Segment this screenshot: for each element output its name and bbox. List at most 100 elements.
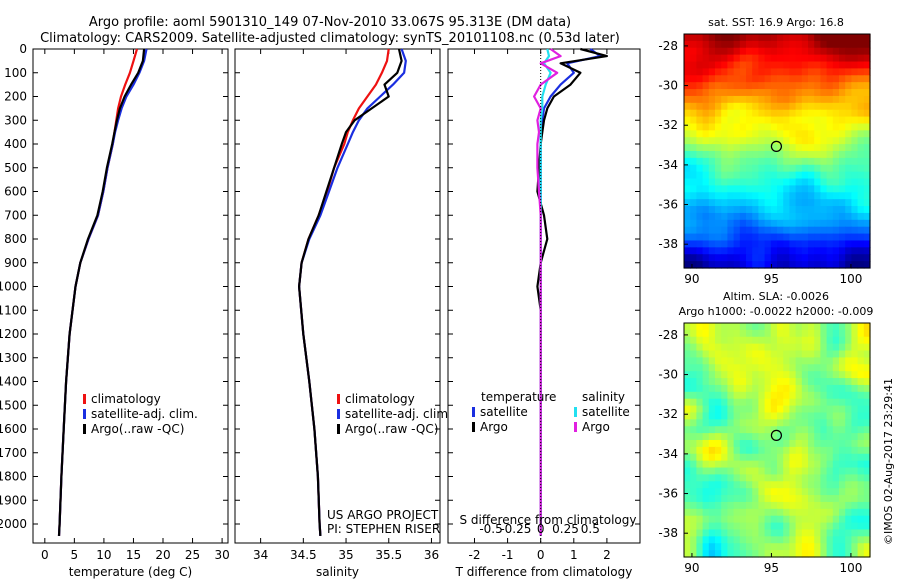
map-cell bbox=[708, 157, 716, 166]
map-cell bbox=[702, 350, 710, 359]
map-cell bbox=[696, 460, 704, 469]
map-cell bbox=[863, 151, 871, 159]
map-cell bbox=[826, 446, 834, 455]
map-cell bbox=[783, 240, 790, 248]
map-cell bbox=[801, 343, 809, 352]
map-cell bbox=[808, 123, 815, 131]
map-cell bbox=[839, 89, 846, 97]
map-cell bbox=[721, 384, 728, 393]
map-cell bbox=[702, 95, 710, 104]
map-cell bbox=[746, 440, 753, 448]
map-cell bbox=[808, 40, 815, 49]
map-cell bbox=[715, 481, 722, 489]
map-cell bbox=[783, 412, 790, 420]
map-cell bbox=[715, 247, 722, 255]
map-cell bbox=[851, 329, 859, 338]
map-cell bbox=[777, 495, 784, 503]
map-cell bbox=[715, 164, 722, 173]
map-cell bbox=[832, 40, 840, 49]
map-cell bbox=[851, 357, 859, 365]
map-cell bbox=[814, 226, 821, 235]
map-cell bbox=[820, 75, 828, 83]
map-cell bbox=[783, 185, 790, 193]
map-cell bbox=[777, 219, 784, 228]
map-x-tick-label: 100 bbox=[839, 561, 862, 575]
map-cell bbox=[832, 440, 840, 448]
map-cell bbox=[814, 481, 821, 489]
map-cell bbox=[832, 446, 840, 455]
map-cell bbox=[770, 226, 778, 235]
map-cell bbox=[764, 178, 772, 187]
map-cell bbox=[832, 378, 840, 386]
map-cell bbox=[783, 95, 790, 104]
map-cell bbox=[758, 412, 766, 420]
map-cell bbox=[851, 508, 859, 517]
map-cell bbox=[727, 419, 735, 427]
map-cell bbox=[690, 378, 697, 386]
map-cell bbox=[752, 453, 759, 462]
map-cell bbox=[684, 254, 691, 262]
map-cell bbox=[764, 212, 772, 221]
map-cell bbox=[777, 440, 784, 448]
map-cell bbox=[863, 364, 871, 372]
map-cell bbox=[783, 550, 790, 558]
map-cell bbox=[684, 460, 691, 469]
map-cell bbox=[832, 226, 840, 235]
map-cell bbox=[820, 412, 828, 420]
map-cell bbox=[770, 102, 778, 111]
map-cell bbox=[795, 488, 803, 496]
map-cell bbox=[733, 329, 741, 338]
map-cell bbox=[684, 323, 691, 331]
map-y-tick-label: -28 bbox=[658, 39, 678, 53]
map-cell bbox=[789, 543, 797, 551]
map-cell bbox=[739, 515, 747, 524]
map-cell bbox=[777, 40, 784, 49]
sla-map-title-line2: Argo h1000: -0.0022 h2000: -0.009 bbox=[679, 305, 874, 318]
map-cell bbox=[739, 219, 747, 228]
map-cell bbox=[746, 522, 753, 531]
map-cell bbox=[789, 357, 797, 365]
map-cell bbox=[690, 116, 697, 125]
map-cell bbox=[845, 123, 852, 131]
map-cell bbox=[684, 40, 691, 49]
map-cell bbox=[789, 82, 797, 90]
map-cell bbox=[820, 536, 828, 544]
map-cell bbox=[851, 226, 859, 235]
map-cell bbox=[727, 240, 735, 248]
map-cell bbox=[690, 95, 697, 104]
map-cell bbox=[839, 426, 846, 434]
map-cell bbox=[696, 137, 704, 145]
map-cell bbox=[814, 550, 821, 558]
map-cell bbox=[839, 254, 846, 262]
map-cell bbox=[789, 474, 797, 482]
map-cell bbox=[733, 144, 741, 152]
map-cell bbox=[795, 54, 803, 63]
map-cell bbox=[857, 323, 865, 331]
map-cell bbox=[684, 123, 691, 131]
map-cell bbox=[715, 116, 722, 125]
map-cell bbox=[764, 40, 772, 49]
map-cell bbox=[808, 440, 815, 448]
map-cell bbox=[690, 501, 697, 510]
map-cell bbox=[863, 481, 871, 489]
map-cell bbox=[857, 391, 865, 400]
map-cell bbox=[863, 350, 871, 359]
map-cell bbox=[820, 144, 828, 152]
map-cell bbox=[820, 247, 828, 255]
map-cell bbox=[814, 75, 821, 83]
map-cell bbox=[857, 157, 865, 166]
map-cell bbox=[783, 109, 790, 118]
map-cell bbox=[777, 488, 784, 496]
figure-title-line1: Argo profile: aoml 5901310_149 07-Nov-20… bbox=[89, 15, 571, 30]
map-cell bbox=[715, 495, 722, 503]
map-cell bbox=[783, 433, 790, 441]
map-cell bbox=[752, 378, 759, 386]
map-cell bbox=[832, 460, 840, 469]
map-cell bbox=[696, 261, 704, 269]
map-cell bbox=[733, 40, 741, 49]
map-cell bbox=[758, 47, 766, 56]
map-cell bbox=[863, 137, 871, 145]
map-cell bbox=[696, 123, 704, 131]
map-cell bbox=[727, 178, 735, 187]
y-tick-label: 500 bbox=[4, 161, 27, 175]
